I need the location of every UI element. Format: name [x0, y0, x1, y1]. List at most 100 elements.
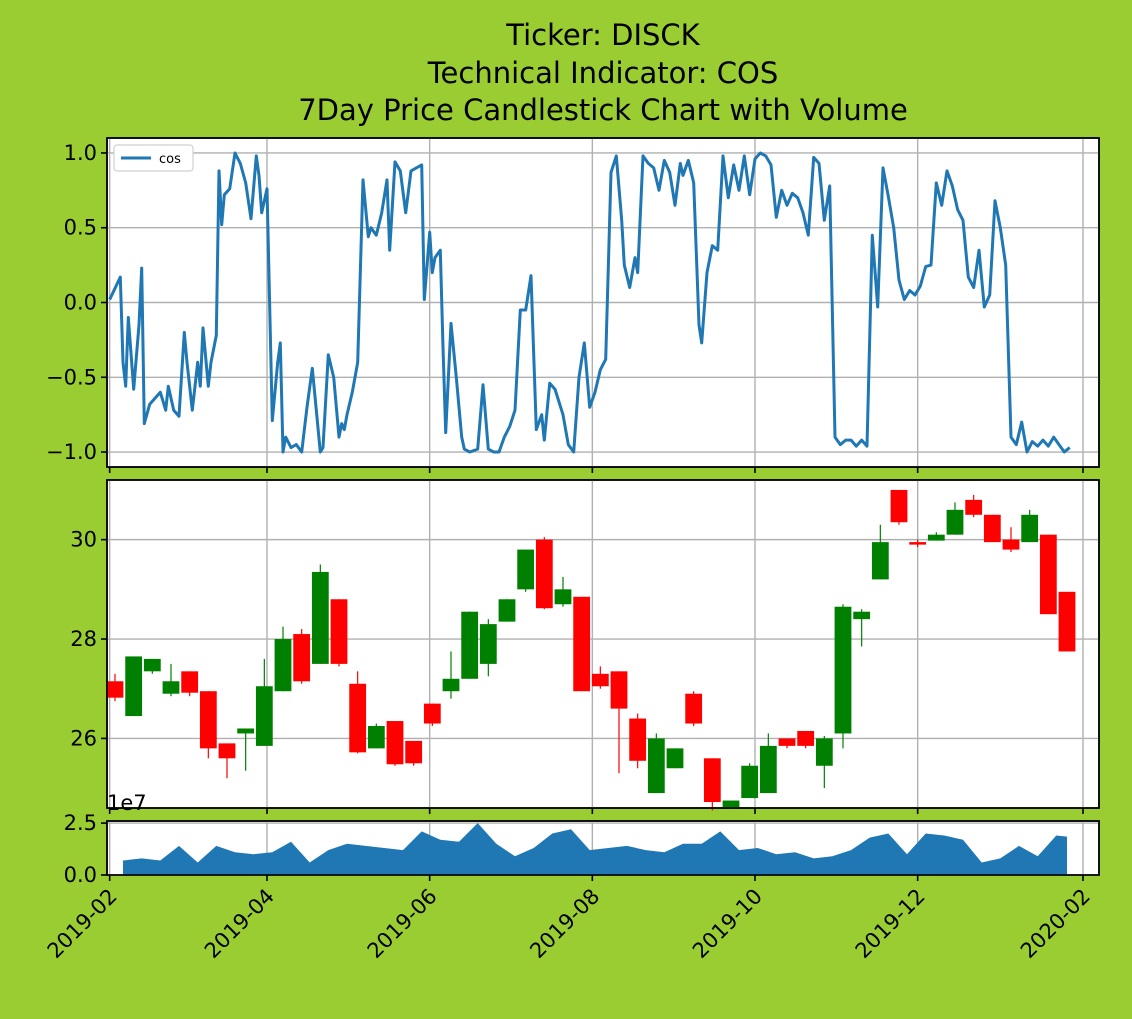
- candle-25: [573, 596, 591, 692]
- candle-43: [909, 539, 927, 548]
- candle-35: [759, 733, 777, 794]
- candle-body: [871, 542, 889, 580]
- candle-body: [237, 728, 255, 734]
- candle-6: [218, 743, 236, 779]
- candle-2: [143, 658, 161, 674]
- candle-body: [106, 681, 124, 698]
- candle-24: [554, 576, 572, 607]
- candle-body: [442, 678, 460, 692]
- candle-body: [685, 693, 703, 724]
- candle-39: [834, 604, 852, 749]
- candle-31: [685, 691, 703, 726]
- candle-body: [535, 539, 553, 609]
- candle-27: [610, 671, 628, 774]
- candle-22: [517, 549, 535, 592]
- candle-body: [759, 745, 777, 794]
- candle-body: [573, 596, 591, 692]
- candle-47: [983, 514, 1001, 543]
- candle-body: [367, 726, 385, 749]
- price-panel: 26 28 30: [70, 479, 1100, 814]
- candle-body: [461, 611, 479, 679]
- candle-3: [162, 663, 180, 697]
- candle-body: [666, 748, 684, 769]
- candle-30: [666, 748, 684, 769]
- y-tick-label-1: 0.0: [64, 863, 97, 887]
- y-tick-label-3: −0.5: [46, 365, 97, 389]
- candle-body: [517, 549, 535, 590]
- indicator-axes-frame: [106, 137, 1100, 468]
- candle-40: [853, 609, 871, 647]
- candle-14: [367, 723, 385, 749]
- candle-32: [703, 758, 721, 811]
- candle-body: [927, 534, 945, 541]
- candle-body: [1058, 591, 1076, 652]
- indicator-y-axis: 1.0 0.5 0.0 −0.5 −1.0: [46, 141, 107, 464]
- candle-body: [405, 740, 423, 764]
- candle-49: [1021, 509, 1039, 543]
- candle-body: [349, 683, 367, 753]
- candle-42: [890, 489, 908, 525]
- candle-41: [871, 524, 889, 580]
- candle-19: [461, 611, 479, 679]
- volume-axes-frame: [106, 820, 1100, 876]
- candle-body: [946, 509, 964, 535]
- candle-body: [629, 718, 647, 761]
- title-line-2: Technical Indicator: COS: [427, 56, 779, 90]
- candle-33: [722, 800, 740, 808]
- candle-body: [143, 658, 161, 672]
- candle-body: [423, 703, 441, 724]
- indicator-panel: 1.0 0.5 0.0 −0.5 −1.0 cos: [46, 137, 1100, 473]
- y-tick-label-0: 26: [70, 726, 97, 750]
- legend-label-cos: cos: [159, 152, 181, 167]
- indicator-plot: [108, 151, 1071, 454]
- candle-body: [498, 599, 516, 622]
- y-tick-label-1: 0.5: [64, 216, 97, 240]
- candle-body: [778, 738, 796, 746]
- candle-1: [125, 656, 143, 717]
- candle-11: [311, 564, 329, 664]
- candle-18: [442, 651, 460, 699]
- candle-7: [237, 728, 255, 771]
- candle-body: [181, 671, 199, 693]
- candle-body: [1002, 539, 1020, 550]
- price-x-ticks: [108, 808, 1084, 814]
- candle-46: [965, 494, 983, 518]
- candle-body: [741, 765, 759, 799]
- candle-45: [946, 502, 964, 535]
- candle-38: [815, 735, 833, 789]
- volume-y-axis: 2.5 0.0: [64, 811, 107, 887]
- candle-body: [479, 624, 497, 664]
- candle-51: [1058, 591, 1076, 652]
- y-tick-label-2: 0.0: [64, 291, 97, 315]
- candle-body: [386, 721, 404, 765]
- candle-23: [535, 537, 553, 610]
- candle-body: [965, 499, 983, 515]
- candle-body: [311, 571, 329, 664]
- volume-plot: [123, 823, 1067, 875]
- candle-10: [293, 629, 311, 684]
- candle-body: [1021, 514, 1039, 543]
- candle-body: [853, 611, 871, 620]
- candle-37: [797, 730, 815, 749]
- candle-29: [647, 733, 665, 794]
- y-tick-label-2: 30: [70, 528, 97, 552]
- candle-44: [927, 532, 945, 541]
- candle-body: [722, 800, 740, 808]
- candle-21: [498, 599, 516, 622]
- candle-48: [1002, 527, 1020, 553]
- candle-body: [983, 514, 1001, 543]
- candle-body: [162, 681, 180, 694]
- candle-36: [778, 738, 796, 749]
- candle-body: [1039, 534, 1057, 615]
- candle-body: [834, 606, 852, 734]
- candle-26: [591, 666, 609, 689]
- candle-body: [125, 656, 143, 717]
- candle-15: [386, 721, 404, 766]
- price-axes-frame: [106, 479, 1100, 809]
- candle-20: [479, 619, 497, 677]
- price-y-axis: 26 28 30: [70, 528, 107, 750]
- candle-body: [218, 743, 236, 759]
- price-plot: [106, 489, 1076, 811]
- y-tick-label-1: 28: [70, 627, 97, 651]
- candle-16: [405, 740, 423, 766]
